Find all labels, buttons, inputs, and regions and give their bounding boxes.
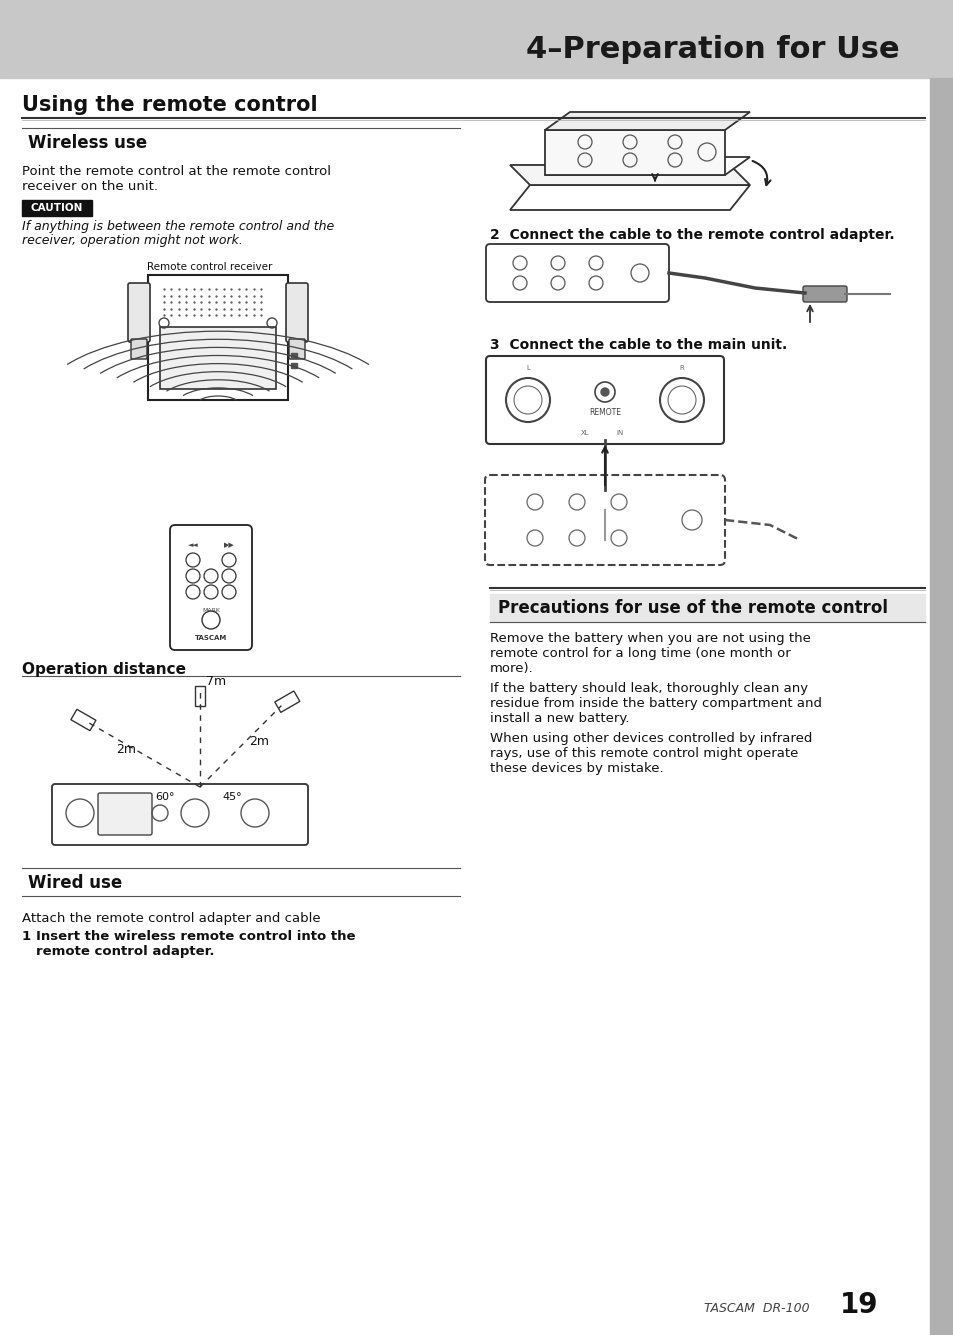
Bar — [490, 594, 924, 622]
Text: CAUTION: CAUTION — [30, 203, 83, 214]
Text: Operation distance: Operation distance — [22, 662, 186, 677]
Text: TASCAM: TASCAM — [194, 635, 227, 641]
Text: TASCAM  DR-100: TASCAM DR-100 — [703, 1302, 809, 1315]
Bar — [274, 692, 299, 713]
FancyBboxPatch shape — [131, 339, 147, 359]
Polygon shape — [510, 186, 749, 210]
Bar — [22, 200, 91, 216]
FancyBboxPatch shape — [170, 525, 252, 650]
FancyBboxPatch shape — [98, 793, 152, 834]
Text: these devices by mistake.: these devices by mistake. — [490, 762, 663, 776]
Text: remote control for a long time (one month or: remote control for a long time (one mont… — [490, 647, 790, 659]
FancyBboxPatch shape — [289, 339, 305, 359]
Bar — [71, 709, 96, 730]
Bar — [291, 363, 296, 368]
Polygon shape — [544, 158, 749, 175]
Text: IN: IN — [616, 430, 623, 437]
Text: receiver on the unit.: receiver on the unit. — [22, 180, 158, 194]
Text: 60°: 60° — [155, 792, 174, 802]
Text: ▶▶: ▶▶ — [223, 542, 234, 547]
Text: 1: 1 — [22, 930, 40, 943]
FancyBboxPatch shape — [160, 327, 275, 388]
Text: 3  Connect the cable to the main unit.: 3 Connect the cable to the main unit. — [490, 338, 786, 352]
FancyBboxPatch shape — [52, 784, 308, 845]
Bar — [0, 0, 953, 77]
Text: XL: XL — [580, 430, 589, 437]
Bar — [291, 352, 296, 358]
FancyBboxPatch shape — [802, 286, 846, 302]
Polygon shape — [510, 166, 749, 186]
Text: Using the remote control: Using the remote control — [22, 95, 317, 115]
Text: If the battery should leak, thoroughly clean any: If the battery should leak, thoroughly c… — [490, 682, 807, 696]
FancyBboxPatch shape — [148, 275, 288, 400]
FancyBboxPatch shape — [128, 283, 150, 342]
Text: Remove the battery when you are not using the: Remove the battery when you are not usin… — [490, 631, 810, 645]
FancyBboxPatch shape — [286, 283, 308, 342]
Text: MARK: MARK — [202, 607, 220, 613]
Circle shape — [600, 388, 608, 396]
Text: REMOTE: REMOTE — [588, 409, 620, 417]
Text: Wired use: Wired use — [28, 874, 122, 892]
Text: R: R — [679, 364, 683, 371]
Text: 7m: 7m — [206, 676, 226, 688]
Text: ◄◄: ◄◄ — [188, 542, 198, 547]
Text: 2  Connect the cable to the remote control adapter.: 2 Connect the cable to the remote contro… — [490, 228, 894, 242]
Text: rays, use of this remote control might operate: rays, use of this remote control might o… — [490, 748, 798, 760]
Bar — [194, 686, 205, 706]
FancyBboxPatch shape — [595, 489, 615, 513]
Text: If anything is between the remote control and the: If anything is between the remote contro… — [22, 220, 334, 234]
Text: 45°: 45° — [222, 792, 241, 802]
Text: install a new battery.: install a new battery. — [490, 712, 629, 725]
Polygon shape — [544, 112, 749, 129]
Text: more).: more). — [490, 662, 533, 676]
Text: Attach the remote control adapter and cable: Attach the remote control adapter and ca… — [22, 912, 320, 925]
Text: Wireless use: Wireless use — [28, 134, 147, 152]
Text: Remote control receiver: Remote control receiver — [147, 262, 273, 272]
Text: receiver, operation might not work.: receiver, operation might not work. — [22, 234, 243, 247]
Text: When using other devices controlled by infrared: When using other devices controlled by i… — [490, 732, 812, 745]
FancyBboxPatch shape — [485, 356, 723, 445]
FancyBboxPatch shape — [485, 244, 668, 302]
Text: Insert the wireless remote control into the: Insert the wireless remote control into … — [36, 930, 355, 943]
Text: 19: 19 — [840, 1291, 878, 1319]
Text: remote control adapter.: remote control adapter. — [36, 945, 214, 959]
Text: L: L — [525, 364, 529, 371]
Text: Point the remote control at the remote control: Point the remote control at the remote c… — [22, 166, 331, 178]
Text: 2m: 2m — [115, 744, 135, 756]
Polygon shape — [544, 129, 724, 175]
FancyBboxPatch shape — [484, 475, 724, 565]
Text: Precautions for use of the remote control: Precautions for use of the remote contro… — [497, 599, 887, 617]
Text: 4–Preparation for Use: 4–Preparation for Use — [526, 36, 899, 64]
Text: 2m: 2m — [249, 734, 269, 748]
Bar — [929, 77, 953, 1335]
Text: residue from inside the battery compartment and: residue from inside the battery compartm… — [490, 697, 821, 710]
